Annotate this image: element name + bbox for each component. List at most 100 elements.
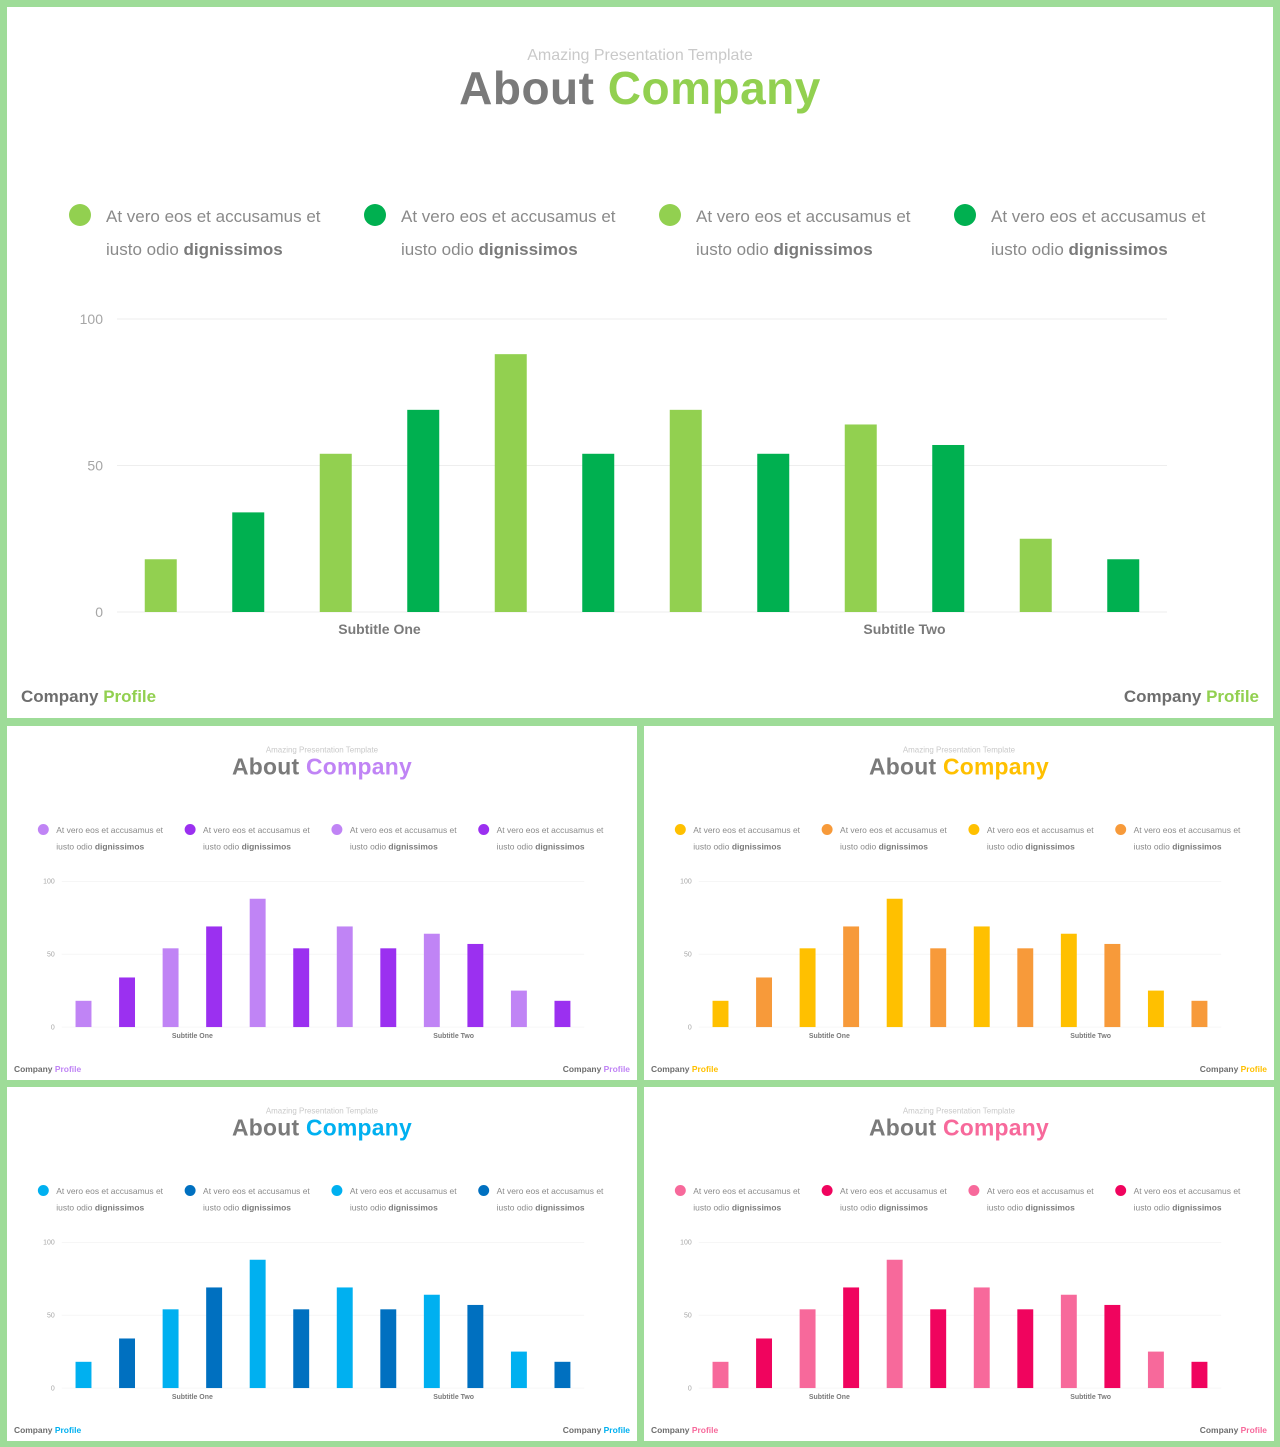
title-about: About xyxy=(231,753,300,780)
legend-line-2: iusto odio xyxy=(203,1202,240,1213)
bar xyxy=(844,424,877,612)
legend-line-2: iusto odio xyxy=(986,841,1024,852)
bar xyxy=(930,948,947,1028)
x-group-label: Subtitle One xyxy=(809,1394,850,1401)
footer-profile: Profile xyxy=(1240,1064,1267,1074)
title-about: About xyxy=(231,1114,300,1141)
slide-green: Amazing Presentation Template About Compa… xyxy=(7,7,1273,718)
bar xyxy=(467,1304,484,1389)
footer-left: Company Profile xyxy=(14,1064,81,1074)
bar xyxy=(973,1287,990,1389)
legend-line-2: iusto odio xyxy=(1133,1202,1170,1213)
legend-dot-icon xyxy=(184,824,196,835)
bar xyxy=(494,354,527,612)
legend-text: At vero eos et accusamus et iusto odio di… xyxy=(987,1183,1101,1216)
legend-line-1: At vero eos et accusamus et xyxy=(349,1186,457,1196)
legend-dot-icon xyxy=(659,204,681,226)
footer-company: Company xyxy=(13,1064,53,1074)
bar xyxy=(119,977,136,1028)
y-tick-label: 0 xyxy=(95,604,103,620)
footer-company: Company xyxy=(650,1064,690,1074)
legend-line-2-bold: dignissimos xyxy=(1172,841,1222,852)
bar xyxy=(380,1309,397,1389)
legend-text: At vero eos et accusamus et iusto odio di… xyxy=(991,200,1221,266)
legend-dot-icon xyxy=(968,824,980,835)
legend-line-2-bold: dignissimos xyxy=(94,1202,145,1213)
bar xyxy=(75,1361,92,1389)
bar xyxy=(75,1000,92,1028)
bar xyxy=(119,1338,136,1389)
bar-chart: 0 50 100 Subtitle One Subtitle Two xyxy=(43,1240,585,1401)
bar xyxy=(206,926,223,1028)
legend-line-2: iusto odio xyxy=(56,1202,93,1213)
title-about: About xyxy=(868,753,937,780)
slide-title: About Company xyxy=(644,753,1274,780)
bar xyxy=(1147,990,1164,1028)
title-company: Company xyxy=(942,1114,1049,1141)
x-group-label: Subtitle One xyxy=(172,1394,213,1401)
bar xyxy=(1191,1361,1208,1389)
bar xyxy=(1107,559,1140,612)
bar xyxy=(423,1294,440,1389)
footer-profile: Profile xyxy=(54,1425,82,1435)
slide-pink: Amazing Presentation Template About Compa… xyxy=(644,1087,1274,1441)
x-group-label: Subtitle One xyxy=(809,1033,850,1040)
title-company: Company xyxy=(942,753,1049,780)
title-about: About xyxy=(868,1114,937,1141)
bar xyxy=(1104,943,1121,1028)
bar xyxy=(1019,538,1052,612)
slide-yellow: Amazing Presentation Template About Compa… xyxy=(644,726,1274,1080)
legend-line-2: iusto odio xyxy=(696,240,769,259)
y-tick-label: 50 xyxy=(47,952,55,959)
legend-line-2: iusto odio xyxy=(693,1202,730,1213)
slide-blue: Amazing Presentation Template About Compa… xyxy=(7,1087,637,1441)
footer-profile: Profile xyxy=(54,1064,82,1074)
legend-line-2: iusto odio xyxy=(401,240,474,259)
bar xyxy=(886,1259,903,1389)
bar xyxy=(467,943,484,1028)
bar xyxy=(554,1361,571,1389)
legend-dot-icon xyxy=(37,824,49,835)
bar xyxy=(249,898,266,1028)
y-tick-label: 100 xyxy=(43,1240,55,1247)
slide-content: Amazing Presentation Template About Compa… xyxy=(7,7,1273,718)
legend-line-2: iusto odio xyxy=(106,240,179,259)
legend-text: At vero eos et accusamus et iusto odio di… xyxy=(56,822,170,855)
legend-line-2: iusto odio xyxy=(496,841,533,852)
bar xyxy=(293,948,310,1028)
bar xyxy=(1060,1294,1077,1389)
footer-company: Company xyxy=(1199,1425,1239,1435)
bar-chart: 0 50 100 Subtitle One Subtitle Two xyxy=(43,879,585,1040)
footer-profile: Profile xyxy=(603,1425,630,1435)
legend-line-2-bold: dignissimos xyxy=(1025,1202,1075,1213)
legend-line-1: At vero eos et accusamus et xyxy=(56,825,163,835)
legend-dot-icon xyxy=(821,1185,833,1196)
title-company: Company xyxy=(607,62,821,114)
bar xyxy=(293,1309,310,1389)
legend-line-1: At vero eos et accusamus et xyxy=(696,207,911,226)
bar xyxy=(1104,1304,1121,1389)
legend-line-2: iusto odio xyxy=(203,841,240,852)
footer-right: Company Profile xyxy=(563,1064,630,1074)
bar xyxy=(1191,1000,1208,1028)
y-tick-label: 0 xyxy=(51,1025,55,1032)
legend-line-1: At vero eos et accusamus et xyxy=(56,1186,163,1196)
legend-line-1: At vero eos et accusamus et xyxy=(1133,825,1241,835)
legend-text: At vero eos et accusamus et iusto odio di… xyxy=(203,1183,317,1216)
slide-title: About Company xyxy=(7,753,637,780)
footer-left: Company Profile xyxy=(651,1425,718,1435)
legend-dot-icon xyxy=(968,1185,980,1196)
footer-company: Company xyxy=(13,1425,53,1435)
footer-profile: Profile xyxy=(603,1064,630,1074)
slide-subtitle: Amazing Presentation Template xyxy=(902,745,1016,755)
legend-text: At vero eos et accusamus et iusto odio di… xyxy=(203,822,317,855)
legend-text: At vero eos et accusamus et iusto odio di… xyxy=(696,200,926,266)
legend-line-2: iusto odio xyxy=(496,1202,533,1213)
footer-company: Company xyxy=(562,1064,602,1074)
bar xyxy=(712,1000,729,1028)
footer-company: Company xyxy=(562,1425,602,1435)
legend-line-1: At vero eos et accusamus et xyxy=(1133,1186,1241,1196)
legend-text: At vero eos et accusamus et iusto odio di… xyxy=(401,200,631,266)
legend-line-2: iusto odio xyxy=(349,841,387,852)
slide-purple: Amazing Presentation Template About Compa… xyxy=(7,726,637,1080)
